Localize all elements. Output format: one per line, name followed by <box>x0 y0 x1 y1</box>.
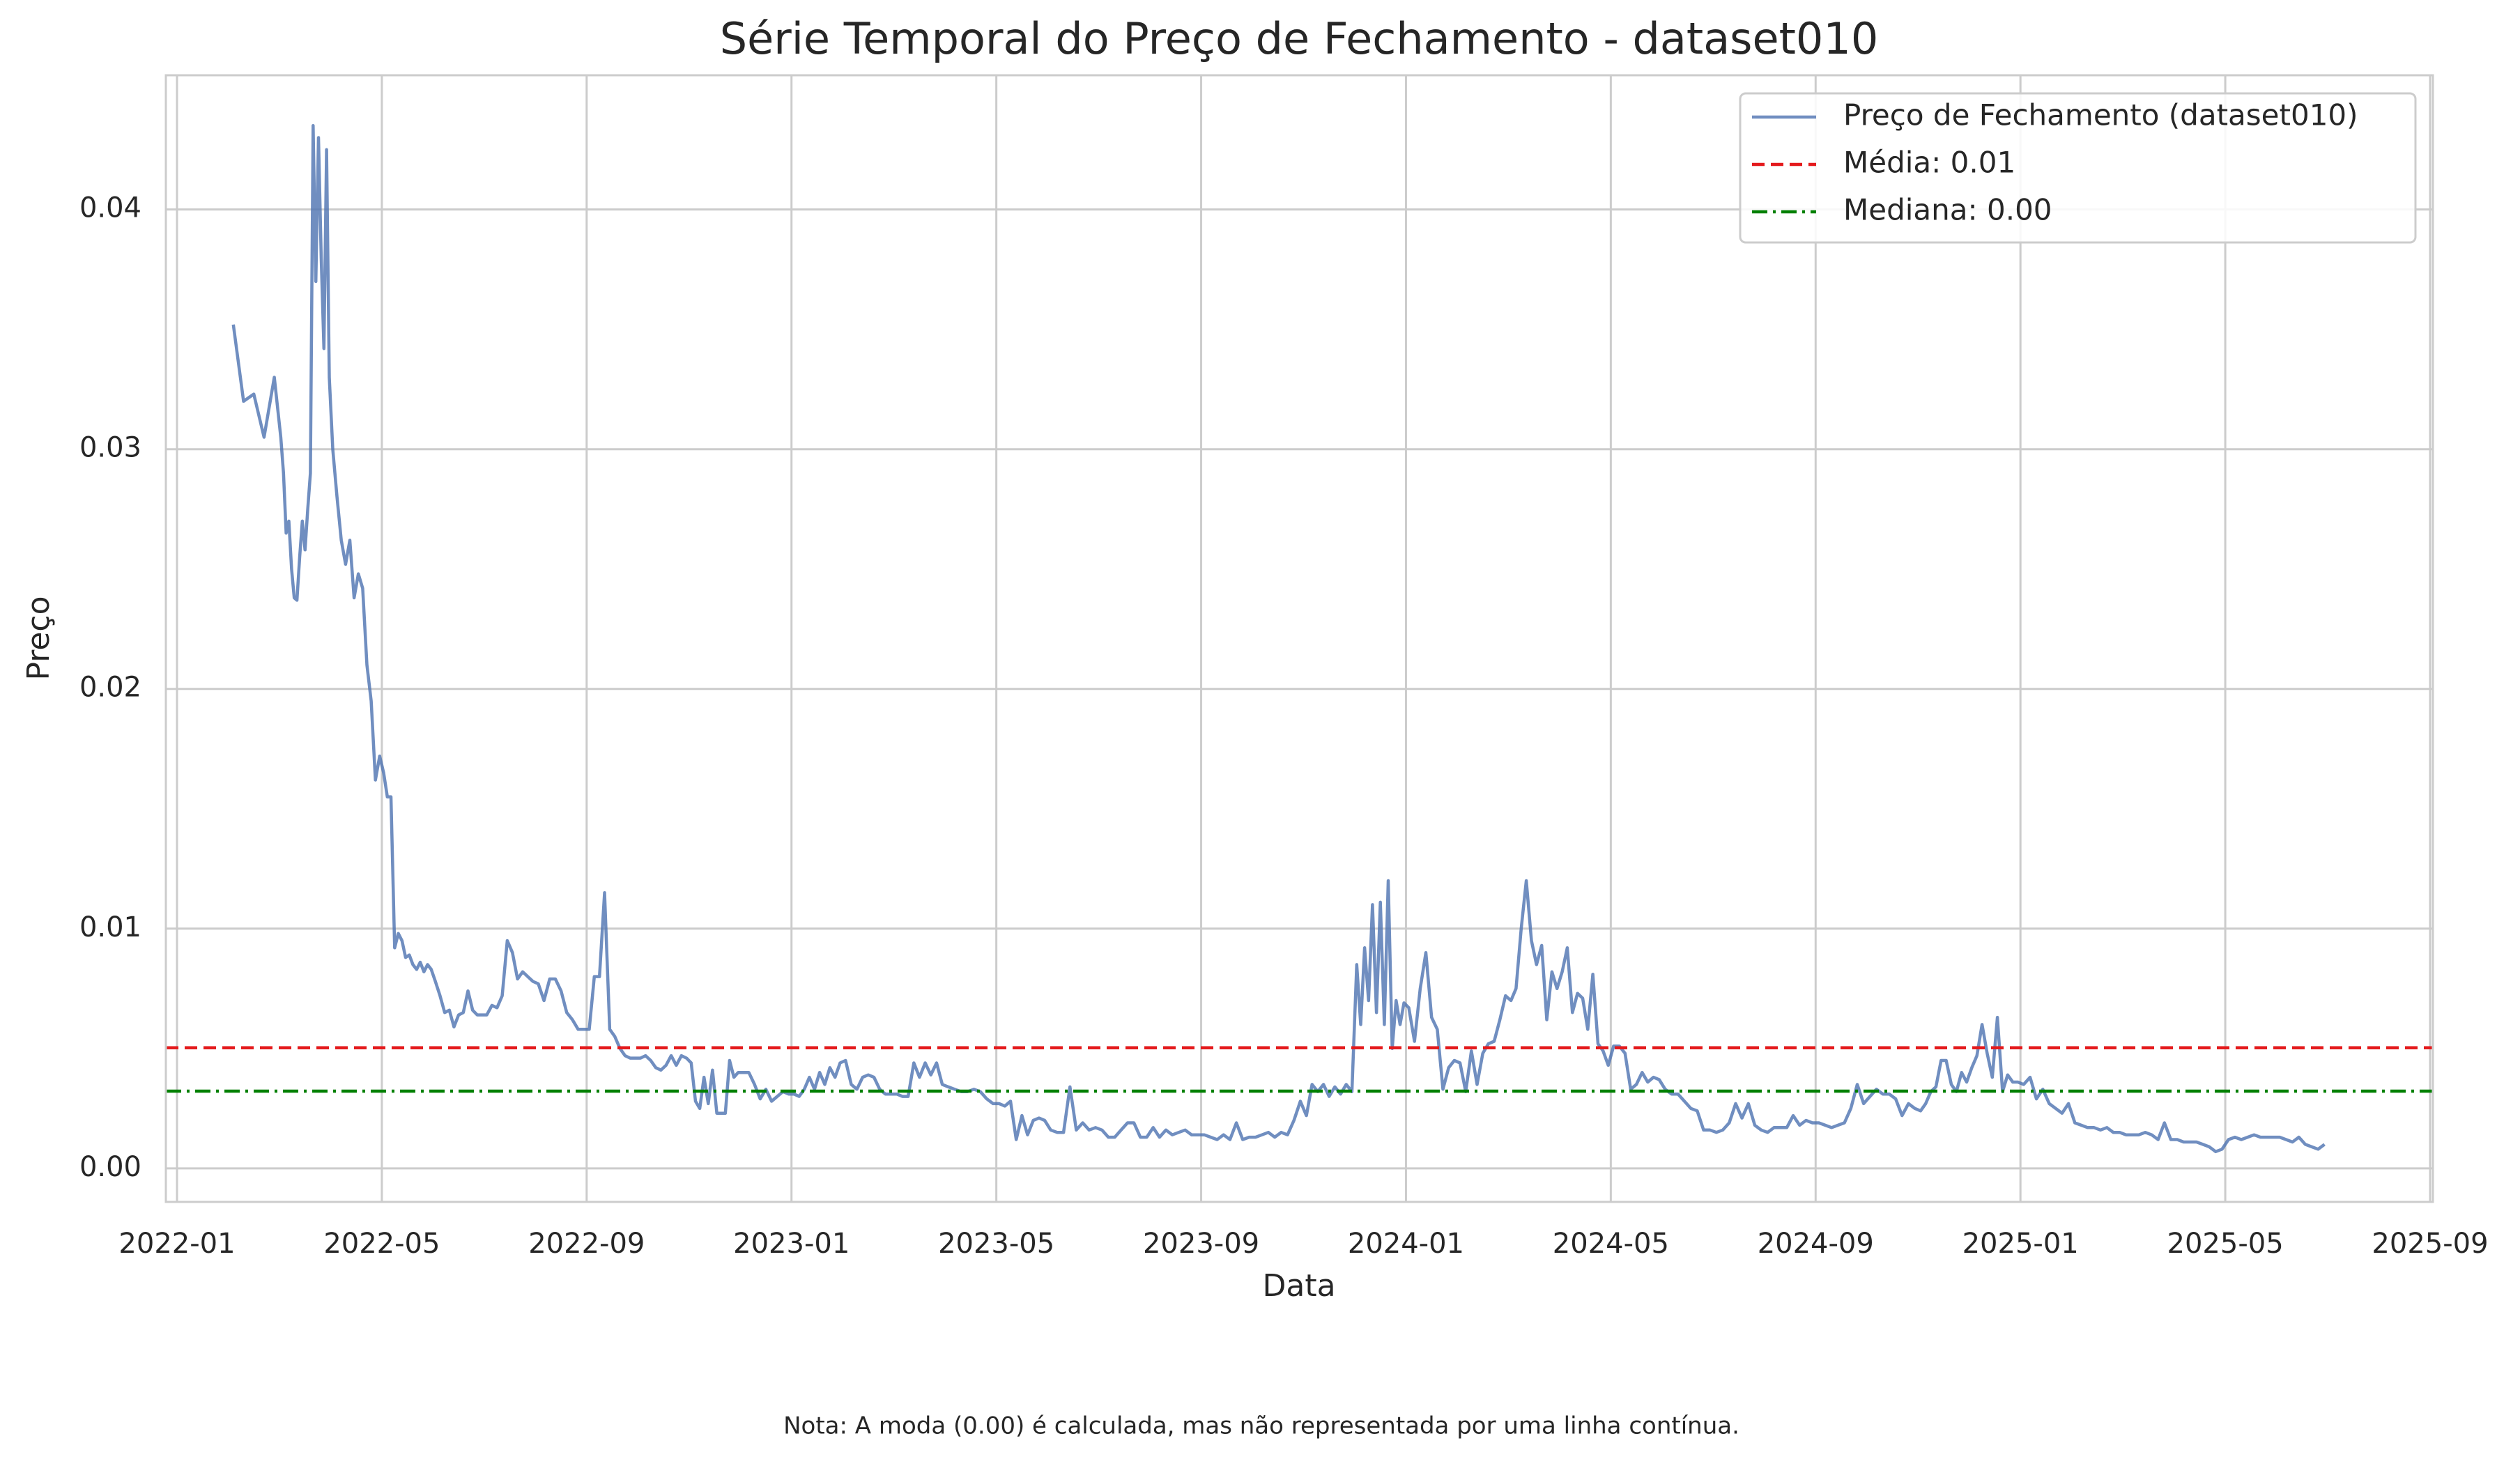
legend-label: Mediana: 0.00 <box>1843 193 2052 227</box>
x-axis-label: Data <box>1262 1268 1335 1304</box>
x-tick-label: 2025-09 <box>2372 1228 2488 1260</box>
x-tick-label: 2022-05 <box>323 1228 440 1260</box>
x-tick-label: 2024-05 <box>1553 1228 1669 1260</box>
plot-frame <box>164 74 2434 1203</box>
x-tick-label: 2024-09 <box>1758 1228 1874 1260</box>
grid: 0.00 0.01 0.02 0.03 0.04 2022-01 2022-05 2022-0… <box>79 75 2489 1260</box>
y-tick-label: 0.01 <box>79 911 141 943</box>
x-tick-label: 2025-01 <box>1962 1228 2079 1260</box>
x-tick-label: 2023-09 <box>1143 1228 1259 1260</box>
legend-box <box>1739 92 2417 244</box>
x-tick-label: 2025-05 <box>2167 1228 2284 1260</box>
legend-label: Média: 0.01 <box>1843 146 2015 180</box>
legend: Preço de Fechamento (dataset010) Média: 0… <box>1739 92 2417 244</box>
price-line <box>231 123 2326 1154</box>
x-tick-label: 2024-01 <box>1348 1228 1464 1260</box>
x-tick-label: 2022-09 <box>528 1228 645 1260</box>
note: Nota: A moda (0.00) é calculada, mas não… <box>783 1412 1739 1440</box>
chart-title: Série Temporal do Preço de Fechamento - … <box>720 13 1879 64</box>
y-tick-label: 0.04 <box>79 192 141 224</box>
x-tick-label: 2022-01 <box>118 1228 235 1260</box>
x-tick-label: 2023-05 <box>938 1228 1054 1260</box>
y-tick-label: 0.00 <box>79 1151 141 1183</box>
plot-area <box>166 123 2433 1154</box>
y-axis-label: Preço <box>21 596 56 680</box>
y-tick-label: 0.02 <box>79 672 141 704</box>
y-tick-label: 0.03 <box>79 432 141 464</box>
x-tick-label: 2023-01 <box>733 1228 850 1260</box>
legend-label: Preço de Fechamento (dataset010) <box>1843 98 2358 132</box>
